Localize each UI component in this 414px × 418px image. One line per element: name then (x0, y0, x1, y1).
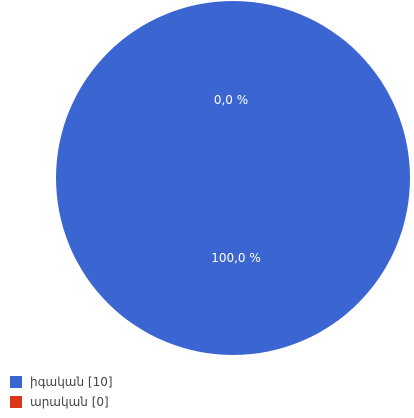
slice-label-arakan: 0,0 % (214, 93, 248, 107)
chart-legend: իգական [10] արական [0] (10, 372, 113, 412)
pie-slices (56, 1, 410, 355)
legend-item-arakan: արական [0] (10, 392, 113, 412)
legend-swatch-red (10, 396, 22, 408)
legend-item-igakan: իգական [10] (10, 372, 113, 392)
slice-label-igakan: 100,0 % (211, 251, 261, 265)
legend-label-igakan: իգական [10] (30, 375, 113, 389)
legend-label-arakan: արական [0] (30, 395, 109, 409)
pie-slice-igakan (56, 1, 410, 355)
legend-swatch-blue (10, 376, 22, 388)
